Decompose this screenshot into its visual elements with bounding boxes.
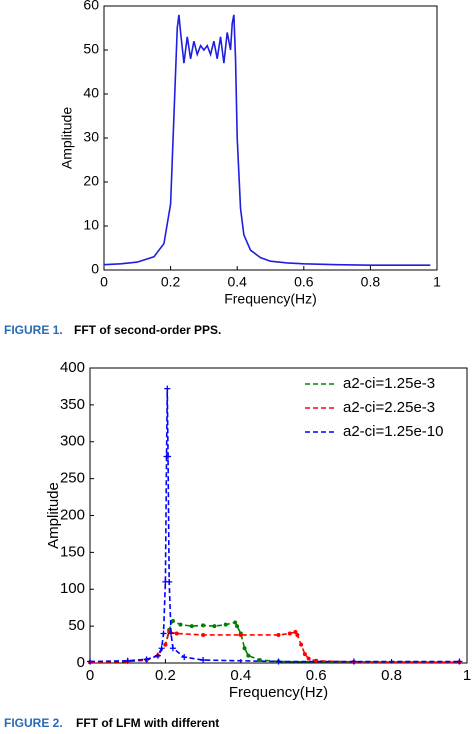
caption-text: FFT of second-order PPS. [74,323,221,337]
point-marker [299,642,304,647]
y-tick-label: 350 [60,396,85,413]
y-tick-label: 0 [91,261,99,277]
point-marker [200,657,207,664]
x-axis-label: Frequency(Hz) [229,684,328,701]
point-marker [238,632,243,637]
point-marker [178,622,183,627]
point-marker [306,656,311,661]
point-marker [124,657,131,664]
point-marker [287,631,292,636]
point-marker [223,622,228,627]
point-marker [158,645,165,652]
x-tick-label: 0.6 [294,274,314,290]
x-tick-label: 0.2 [161,274,181,290]
series-line [89,619,460,664]
point-marker [456,658,463,665]
y-tick-label: 250 [60,470,85,487]
point-marker [293,630,298,635]
point-marker [181,654,188,661]
point-marker [143,656,150,663]
point-marker [169,645,176,652]
point-marker [174,631,179,636]
y-axis-label: Amplitude [45,482,62,549]
point-marker [163,642,168,647]
point-marker [164,385,171,392]
point-marker [166,578,173,585]
point-marker [350,658,357,665]
point-marker [165,453,172,460]
x-axis-label: Frequency(Hz) [224,291,317,307]
point-marker [257,658,262,663]
point-marker [276,632,281,637]
series-line [103,14,431,266]
point-marker [275,658,282,665]
y-tick-label: 300 [60,433,85,450]
point-marker [302,652,307,657]
y-tick-label: 60 [83,0,99,13]
y-tick-label: 100 [60,580,85,597]
point-marker [212,624,217,629]
x-tick-label: 0.4 [227,274,247,290]
point-marker [154,652,161,659]
y-tick-label: 30 [83,129,99,145]
point-marker [201,623,206,628]
x-tick-label: 0.8 [381,667,402,684]
legend-label: a2-ci=2.25e-3 [343,399,435,416]
point-marker [87,658,93,665]
point-marker [168,630,175,637]
series-line [89,631,460,664]
plot-frame [103,5,438,271]
x-tick-label: 0.4 [230,667,251,684]
point-marker [233,620,238,625]
caption-label: FIGURE 2. [4,716,63,729]
y-tick-label: 50 [83,41,99,57]
point-marker [160,630,167,637]
y-tick-label: 200 [60,506,85,523]
legend-label: a2-ci=1.25e-10 [343,423,444,440]
point-marker [235,624,240,629]
y-tick-label: 400 [60,359,85,376]
x-tick-label: 0.6 [306,667,327,684]
point-marker [314,658,319,663]
y-tick-label: 40 [83,85,99,101]
x-tick-label: 0.8 [361,274,381,290]
y-axis-label: Amplitude [59,107,75,169]
x-tick-label: 0 [86,667,94,684]
point-marker [295,632,300,637]
caption-label: FIGURE 1. [4,323,63,337]
point-marker [246,653,251,658]
point-marker [170,618,175,623]
y-tick-label: 20 [83,173,99,189]
point-marker [242,646,247,651]
y-tick-label: 0 [77,654,85,671]
x-tick-label: 1 [433,274,441,290]
legend-label: a2-ci=1.25e-3 [343,375,435,392]
y-tick-label: 50 [68,617,85,634]
x-tick-label: 0 [100,274,108,290]
y-tick-label: 10 [83,217,99,233]
point-marker [189,624,194,629]
x-tick-label: 1 [463,667,471,684]
x-tick-label: 0.2 [155,667,176,684]
point-marker [201,632,206,637]
caption-text: FFT of LFM with different [76,716,219,729]
y-tick-label: 150 [60,543,85,560]
